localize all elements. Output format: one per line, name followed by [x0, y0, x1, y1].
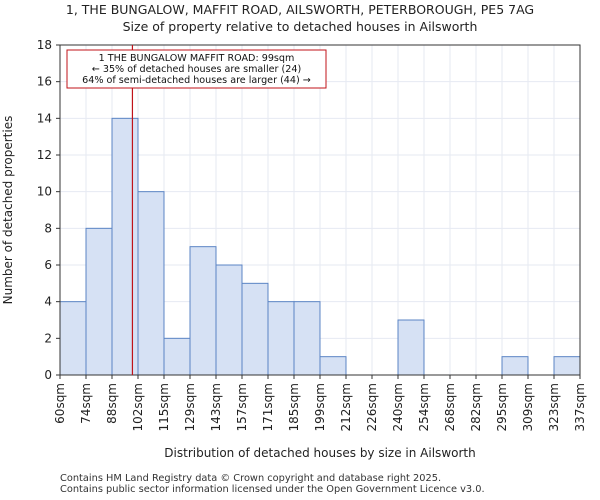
x-tick-label: 337sqm	[573, 383, 587, 431]
bar	[501, 356, 529, 376]
footer-copyright: Contains HM Land Registry data © Crown c…	[60, 473, 442, 484]
bar	[85, 227, 113, 376]
y-tick-label: 4	[44, 295, 52, 309]
y-tick-label: 18	[37, 38, 52, 52]
x-tick-label: 129sqm	[183, 383, 197, 431]
x-tick-label: 240sqm	[391, 383, 405, 431]
chart-subtitle: Size of property relative to detached ho…	[123, 19, 478, 34]
y-tick-label: 6	[44, 258, 52, 272]
x-tick-label: 254sqm	[417, 383, 431, 431]
footer-licence: Contains public sector information licen…	[60, 484, 485, 495]
x-tick-label: 157sqm	[235, 383, 249, 431]
y-tick-label: 10	[37, 185, 52, 199]
x-tick-label: 115sqm	[157, 383, 171, 431]
bar	[215, 264, 243, 376]
x-tick-label: 171sqm	[261, 383, 275, 431]
x-tick-label: 143sqm	[209, 383, 223, 431]
y-tick-label: 2	[44, 331, 52, 345]
x-tick-label: 185sqm	[287, 383, 301, 431]
y-axis-label: Number of detached properties	[1, 116, 15, 305]
x-axis-label: Distribution of detached houses by size …	[164, 446, 475, 460]
bar	[111, 117, 139, 376]
x-tick-label: 199sqm	[313, 383, 327, 431]
plot-area: 0 2 4 6 8 10 12 14 16 18 60sqm 74sqm 88sqm 102sqm 115s…	[37, 38, 587, 431]
x-tick-label: 309sqm	[521, 383, 535, 431]
annotation-line: ← 35% of detached houses are smaller (24…	[92, 64, 301, 75]
x-tick-label: 268sqm	[443, 383, 457, 431]
x-tick-label: 60sqm	[53, 383, 67, 424]
y-tick-label: 16	[37, 75, 52, 89]
x-tick-label: 226sqm	[365, 383, 379, 431]
chart-title: 1, THE BUNGALOW, MAFFIT ROAD, AILSWORTH,…	[66, 2, 534, 17]
annotation-box	[66, 49, 327, 89]
x-tick-label: 323sqm	[547, 383, 561, 431]
bar	[267, 301, 295, 376]
y-tick-label: 12	[37, 148, 52, 162]
x-tick-label: 102sqm	[131, 383, 145, 431]
bar	[397, 319, 425, 376]
y-tick-label: 14	[37, 111, 52, 125]
bar	[319, 356, 347, 376]
bar	[163, 337, 191, 376]
bar	[59, 301, 87, 376]
x-tick-label: 74sqm	[79, 383, 93, 424]
bar	[189, 246, 217, 376]
x-tick-label: 88sqm	[105, 383, 119, 424]
bar	[293, 301, 321, 376]
x-tick-label: 295sqm	[495, 383, 509, 431]
annotation-line: 1 THE BUNGALOW MAFFIT ROAD: 99sqm	[99, 53, 295, 64]
y-tick-label: 0	[44, 368, 52, 382]
annotation-line: 64% of semi-detached houses are larger (…	[82, 75, 311, 86]
bar	[553, 356, 581, 376]
bar	[241, 282, 269, 376]
x-tick-label: 212sqm	[339, 383, 353, 431]
x-tick-label: 282sqm	[469, 383, 483, 431]
y-tick-label: 8	[44, 221, 52, 235]
bar	[137, 191, 165, 376]
